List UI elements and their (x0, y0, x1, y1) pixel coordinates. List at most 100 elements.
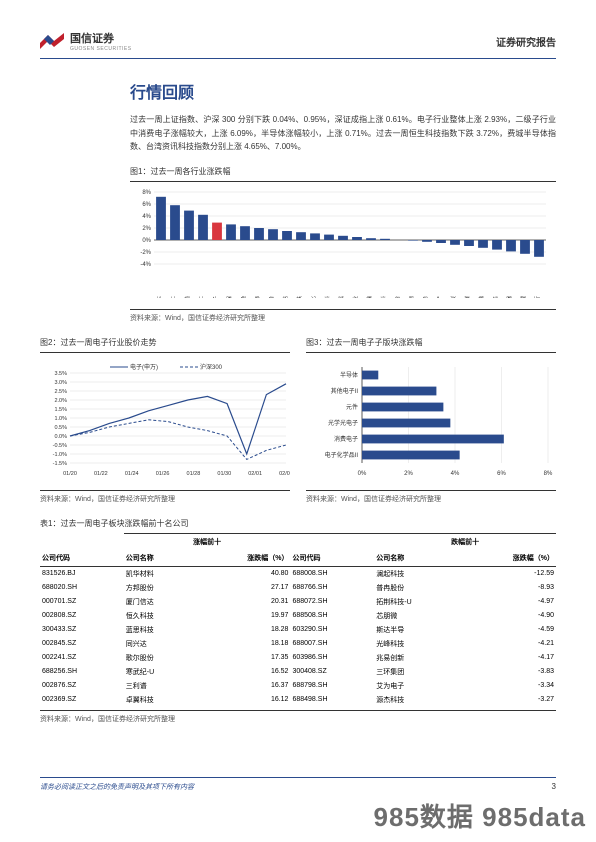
table-col-header: 涨跌幅（%） (193, 550, 290, 567)
svg-text:02/01: 02/01 (248, 471, 262, 477)
svg-text:环保: 环保 (226, 296, 233, 298)
group-header-gain: 涨幅前十 (124, 533, 291, 550)
chart1: -4%-2%0%2%4%6%8%汽车国防军工轻工制造基础化工电子环保农林牧渔纺织… (130, 181, 556, 310)
svg-text:半导体: 半导体 (340, 371, 358, 379)
svg-text:01/24: 01/24 (125, 471, 139, 477)
svg-text:8%: 8% (544, 471, 553, 477)
svg-text:3.0%: 3.0% (54, 380, 67, 386)
table-col-header: 公司代码 (290, 550, 374, 567)
svg-text:0.5%: 0.5% (54, 425, 67, 431)
chart2-caption: 图2：过去一周电子行业股价走势 (40, 337, 290, 348)
svg-text:4%: 4% (142, 214, 151, 220)
footer-page: 3 (552, 782, 556, 792)
chart1-caption: 图1：过去一周各行业涨跌幅 (130, 166, 556, 177)
svg-text:美容护理: 美容护理 (520, 296, 527, 298)
svg-text:-4%: -4% (140, 262, 151, 268)
svg-text:-1.5%: -1.5% (53, 461, 67, 467)
logo-company: 国信证券 (70, 30, 132, 46)
svg-text:电子化学品II: 电子化学品II (325, 451, 359, 459)
svg-text:建筑材料: 建筑材料 (324, 296, 331, 298)
footer-disclaimer: 请务必阅读正文之后的免责声明及其项下所有内容 (40, 782, 194, 792)
table-row: 831526.BJ凯华材料40.80688008.SH澜起科技-12.59 (40, 566, 556, 581)
svg-text:通信: 通信 (282, 296, 289, 298)
svg-text:01/28: 01/28 (187, 471, 201, 477)
svg-text:6%: 6% (142, 202, 151, 208)
svg-text:非银金融: 非银金融 (478, 296, 485, 298)
table-col-header: 公司名称 (124, 550, 194, 567)
page-header: 国信证券 GUOSEN SECURITIES 证券研究报告 (40, 30, 556, 59)
table-row: 002808.SZ恒久科技19.97688508.SH芯朋微-4.90 (40, 609, 556, 623)
chart2-source: 资料来源：Wind，国信证券经济研究所整理 (40, 494, 290, 504)
table-row: 000701.SZ厦门信达20.31688072.SH拓荆科技-U-4.97 (40, 595, 556, 609)
table-col-header: 涨跌幅（%） (459, 550, 556, 567)
svg-text:银行: 银行 (534, 296, 541, 298)
logo: 国信证券 GUOSEN SECURITIES (40, 30, 132, 52)
svg-text:基础化工: 基础化工 (198, 296, 205, 298)
table-row: 002845.SZ同兴达18.18688007.SH光峰科技-4.21 (40, 637, 556, 651)
logo-company-en: GUOSEN SECURITIES (70, 46, 132, 52)
table-row: 688020.SH方邦股份27.17688766.SH普冉股份-8.93 (40, 581, 556, 595)
svg-text:光学光电子: 光学光电子 (328, 419, 358, 427)
svg-text:0.0%: 0.0% (54, 434, 67, 440)
svg-text:汽车: 汽车 (156, 296, 163, 298)
chart2: 电子(申万) 沪深300 -1.5% -1.0% -0.5% 0.0% 0.5% 1.0% 1.… (40, 352, 290, 491)
table-row: 002876.SZ三利谱16.37688798.SH艾为电子-3.34 (40, 679, 556, 693)
logo-icon (40, 33, 64, 49)
svg-text:其他电子II: 其他电子II (331, 387, 359, 395)
table-row: 002369.SZ卓翼科技16.12688498.SH源杰科技-3.27 (40, 693, 556, 707)
svg-text:2.5%: 2.5% (54, 389, 67, 395)
svg-text:综合: 综合 (394, 296, 401, 298)
svg-text:3.5%: 3.5% (54, 371, 67, 377)
svg-text:元件: 元件 (346, 403, 358, 411)
svg-text:-2%: -2% (140, 250, 151, 256)
table: 涨幅前十 跌幅前十 公司代码公司名称涨跌幅（%）公司代码公司名称涨跌幅（%） 8… (40, 533, 556, 707)
svg-text:2.0%: 2.0% (54, 398, 67, 404)
svg-text:2%: 2% (404, 471, 413, 477)
table-col-header: 公司代码 (40, 550, 124, 567)
svg-text:消费电子: 消费电子 (334, 435, 358, 443)
svg-text:2%: 2% (142, 226, 151, 232)
svg-text:1.5%: 1.5% (54, 407, 67, 413)
svg-text:0%: 0% (358, 471, 367, 477)
report-type: 证券研究报告 (496, 34, 556, 49)
chart3-caption: 图3：过去一周电子子版块涨跌幅 (306, 337, 556, 348)
svg-text:国防军工: 国防军工 (170, 296, 177, 298)
table-source: 资料来源：Wind，国信证券经济研究所整理 (40, 710, 556, 724)
svg-text:食品饮料: 食品饮料 (380, 296, 387, 298)
group-header-loss: 跌幅前十 (374, 533, 556, 550)
chart3-source: 资料来源：Wind，国信证券经济研究所整理 (306, 494, 556, 504)
svg-text:01/20: 01/20 (63, 471, 77, 477)
svg-text:电子: 电子 (212, 296, 219, 298)
svg-text:电力设备: 电力设备 (268, 296, 275, 298)
svg-text:公用事业: 公用事业 (352, 296, 359, 298)
watermark: 985数据 985data (374, 797, 586, 834)
table-col-header: 公司名称 (374, 550, 459, 567)
svg-text:有色金属: 有色金属 (338, 296, 345, 298)
svg-text:商贸零售: 商贸零售 (492, 296, 499, 298)
svg-text:传媒: 传媒 (464, 296, 471, 298)
table-caption: 表1：过去一周电子板块涨跌幅前十名公司 (40, 518, 556, 529)
svg-text:沪深300: 沪深300 (200, 363, 223, 371)
svg-text:医药生物: 医药生物 (408, 296, 415, 298)
svg-text:02/03: 02/03 (279, 471, 290, 477)
svg-text:-1.0%: -1.0% (53, 452, 67, 458)
svg-text:8%: 8% (142, 190, 151, 196)
body-paragraph: 过去一周上证指数、沪深 300 分别下跌 0.04%、0.95%，深证成指上涨 … (130, 113, 556, 154)
svg-text:房地产: 房地产 (436, 296, 443, 298)
svg-text:电子(申万): 电子(申万) (130, 363, 158, 371)
svg-text:钢铁: 钢铁 (296, 296, 303, 298)
svg-text:煤炭: 煤炭 (450, 296, 457, 298)
svg-text:家用电器: 家用电器 (506, 296, 513, 298)
svg-text:01/22: 01/22 (94, 471, 108, 477)
svg-text:6%: 6% (497, 471, 506, 477)
svg-text:农林牧渔: 农林牧渔 (240, 296, 247, 298)
table-row: 688256.SH寒武纪-U16.52300408.SZ三环集团-3.83 (40, 665, 556, 679)
svg-text:01/26: 01/26 (156, 471, 170, 477)
svg-text:1.0%: 1.0% (54, 416, 67, 422)
svg-text:石油石化: 石油石化 (310, 296, 317, 298)
chart1-source: 资料来源：Wind，国信证券经济研究所整理 (130, 313, 556, 323)
svg-text:-0.5%: -0.5% (53, 443, 67, 449)
table-row: 300433.SZ蓝思科技18.28603290.SH斯达半导-4.59 (40, 623, 556, 637)
svg-text:社会服务: 社会服务 (422, 296, 429, 298)
section-title: 行情回顾 (130, 79, 556, 103)
